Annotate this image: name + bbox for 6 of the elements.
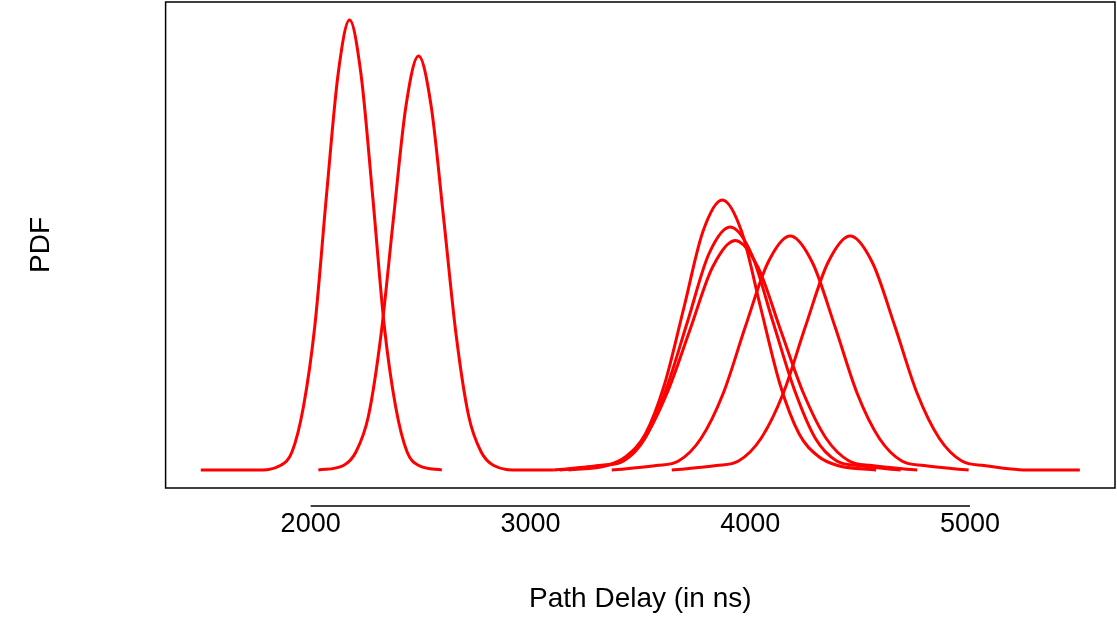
x-tick-label: 5000	[939, 507, 1000, 538]
y-axis-title: PDF	[23, 217, 55, 273]
x-tick-label: 2000	[280, 507, 341, 538]
x-axis-title: Path Delay (in ns)	[529, 581, 752, 613]
x-tick-label: 4000	[720, 507, 781, 538]
x-tick-label: 3000	[500, 507, 561, 538]
